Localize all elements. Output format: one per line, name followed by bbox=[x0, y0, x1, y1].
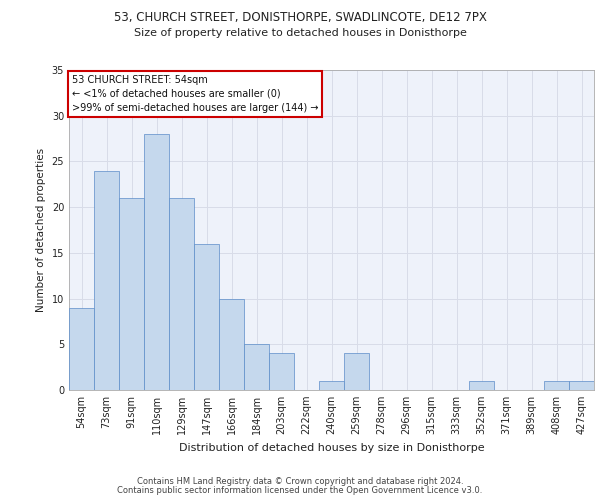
Text: Size of property relative to detached houses in Donisthorpe: Size of property relative to detached ho… bbox=[134, 28, 466, 38]
X-axis label: Distribution of detached houses by size in Donisthorpe: Distribution of detached houses by size … bbox=[179, 442, 484, 452]
Text: 53 CHURCH STREET: 54sqm
← <1% of detached houses are smaller (0)
>99% of semi-de: 53 CHURCH STREET: 54sqm ← <1% of detache… bbox=[71, 75, 318, 113]
Text: Contains HM Land Registry data © Crown copyright and database right 2024.: Contains HM Land Registry data © Crown c… bbox=[137, 477, 463, 486]
Y-axis label: Number of detached properties: Number of detached properties bbox=[36, 148, 46, 312]
Bar bbox=[344, 354, 369, 390]
Bar bbox=[544, 381, 569, 390]
Text: 53, CHURCH STREET, DONISTHORPE, SWADLINCOTE, DE12 7PX: 53, CHURCH STREET, DONISTHORPE, SWADLINC… bbox=[113, 11, 487, 24]
Bar bbox=[244, 344, 269, 390]
Bar bbox=[219, 298, 244, 390]
Bar bbox=[269, 354, 294, 390]
Bar bbox=[469, 381, 494, 390]
Bar bbox=[144, 134, 169, 390]
Bar bbox=[319, 381, 344, 390]
Bar bbox=[569, 381, 594, 390]
Bar bbox=[119, 198, 144, 390]
Bar bbox=[69, 308, 94, 390]
Text: Contains public sector information licensed under the Open Government Licence v3: Contains public sector information licen… bbox=[118, 486, 482, 495]
Bar bbox=[94, 170, 119, 390]
Bar bbox=[194, 244, 219, 390]
Bar bbox=[169, 198, 194, 390]
